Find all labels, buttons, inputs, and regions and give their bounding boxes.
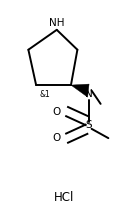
Text: &1: &1	[39, 90, 50, 99]
Text: O: O	[52, 133, 61, 143]
Text: NH: NH	[49, 18, 64, 28]
Text: O: O	[52, 107, 61, 117]
Polygon shape	[71, 84, 89, 97]
Text: N: N	[85, 89, 93, 99]
Text: S: S	[86, 120, 92, 130]
Text: HCl: HCl	[54, 191, 75, 204]
